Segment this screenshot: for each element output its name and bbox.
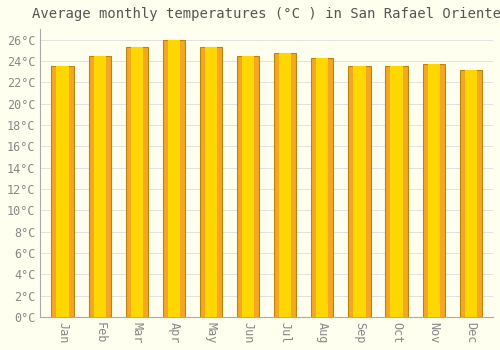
Bar <box>311 58 334 317</box>
Bar <box>205 47 217 317</box>
Bar <box>428 64 440 317</box>
Bar <box>460 70 482 317</box>
Title: Average monthly temperatures (°C ) in San Rafael Oriente: Average monthly temperatures (°C ) in Sa… <box>32 7 500 21</box>
Bar <box>52 66 74 317</box>
Bar <box>274 52 296 317</box>
Bar <box>348 66 370 317</box>
Bar <box>163 40 185 317</box>
Bar <box>88 56 111 317</box>
Bar <box>316 58 328 317</box>
Bar <box>279 52 291 317</box>
Bar <box>464 70 477 317</box>
Bar <box>390 66 402 317</box>
Bar <box>237 56 260 317</box>
Bar <box>130 47 143 317</box>
Bar <box>168 40 180 317</box>
Bar <box>422 64 445 317</box>
Bar <box>94 56 106 317</box>
Bar <box>386 66 407 317</box>
Bar <box>56 66 68 317</box>
Bar <box>200 47 222 317</box>
Bar <box>126 47 148 317</box>
Bar <box>354 66 366 317</box>
Bar <box>242 56 254 317</box>
